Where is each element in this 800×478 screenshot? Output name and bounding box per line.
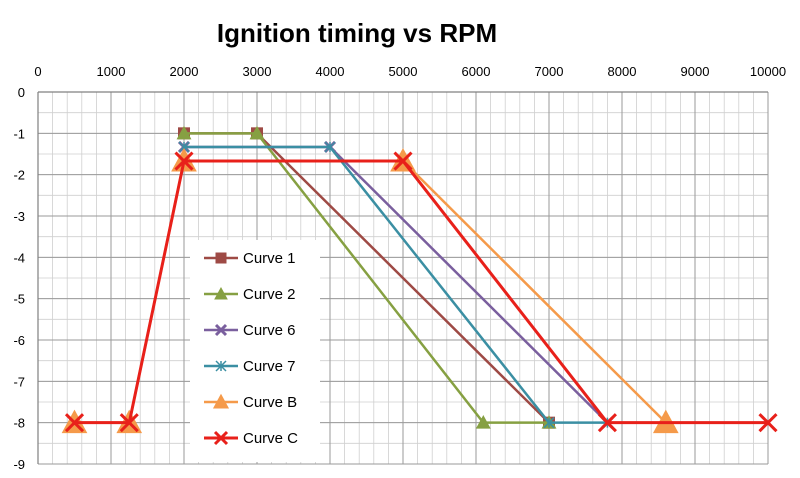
y-tick-label: -5 (13, 292, 25, 307)
legend-label: Curve 7 (243, 358, 296, 375)
marker-stroke (758, 413, 778, 433)
data-point-curve-c (174, 151, 194, 171)
series-line-curve-7 (184, 145, 608, 424)
x-tick-label: 3000 (243, 64, 272, 79)
legend-swatch-marker (214, 286, 228, 300)
data-point-curve-7 (324, 141, 336, 153)
data-point-curve-c (393, 151, 413, 171)
legend-item-curve-7: Curve 7 (204, 358, 296, 375)
y-tick-label: -8 (13, 416, 25, 431)
legend-item-curve-6: Curve 6 (204, 322, 296, 339)
x-tick-label: 4000 (316, 64, 345, 79)
y-tick-label: -1 (13, 126, 25, 141)
legend-swatch-marker (213, 430, 229, 446)
marker-stroke (393, 151, 413, 171)
x-tick-label: 5000 (389, 64, 418, 79)
data-point-curve-c (64, 413, 85, 433)
legend-box (190, 240, 320, 462)
x-tick-label: 6000 (462, 64, 491, 79)
y-tick-label: -2 (13, 168, 25, 183)
series-group (61, 125, 778, 434)
legend-label: Curve C (243, 430, 298, 447)
data-point-curve-2 (249, 125, 265, 140)
marker-stroke (213, 430, 229, 446)
marker-stroke (214, 323, 228, 337)
legend-swatch-marker (215, 360, 227, 372)
legend-label: Curve B (243, 394, 297, 411)
legend-swatch-marker (212, 393, 230, 409)
x-tick-label: 8000 (608, 64, 637, 79)
data-point-curve-c (119, 413, 139, 433)
x-tick-label: 10000 (750, 64, 786, 79)
x-tick-label: 2000 (170, 64, 199, 79)
y-axis-ticks: 0 -1 -2 -3 -4 -5 -6 -7 -8 -9 (13, 85, 25, 472)
y-tick-label: 0 (18, 85, 25, 100)
data-point-curve-7 (543, 417, 555, 429)
x-tick-label: 9000 (681, 64, 710, 79)
x-tick-label: 0 (34, 64, 41, 79)
series-curve-c (64, 151, 778, 433)
marker-stroke (597, 413, 617, 433)
y-tick-label: -3 (13, 209, 25, 224)
series-line-curve-c (74, 159, 768, 425)
chart-title: Ignition timing vs RPM (216, 18, 498, 48)
legend-label: Curve 6 (243, 322, 296, 339)
y-tick-label: -4 (13, 250, 25, 265)
legend-item-curve-c: Curve C (204, 430, 298, 447)
series-line-curve-2 (184, 132, 549, 424)
marker-stroke (119, 413, 139, 433)
legend: Curve 1 Curve 2 Curve 6 Curve 7 Curve B Curve… (190, 240, 320, 462)
legend-label: Curve 2 (243, 286, 296, 303)
legend-item-curve-2: Curve 2 (204, 286, 296, 303)
legend-swatch-marker (215, 252, 227, 264)
y-tick-label: -6 (13, 333, 25, 348)
data-point-curve-2 (176, 125, 192, 140)
legend-item-curve-b: Curve B (204, 393, 297, 411)
legend-swatch-marker (214, 323, 228, 337)
legend-label: Curve 1 (243, 250, 296, 267)
x-tick-label: 7000 (535, 64, 564, 79)
x-axis-ticks: 0 1000 2000 3000 4000 5000 6000 7000 8000 9000 100… (34, 64, 786, 79)
marker-stroke (174, 151, 194, 171)
data-point-curve-c (597, 413, 617, 433)
data-point-curve-2 (475, 415, 491, 429)
y-tick-label: -7 (13, 374, 25, 389)
y-tick-label: -9 (13, 457, 25, 472)
legend-item-curve-1: Curve 1 (204, 250, 296, 267)
x-tick-label: 1000 (97, 64, 126, 79)
data-point-curve-c (758, 413, 778, 433)
marker-stroke (64, 413, 85, 433)
